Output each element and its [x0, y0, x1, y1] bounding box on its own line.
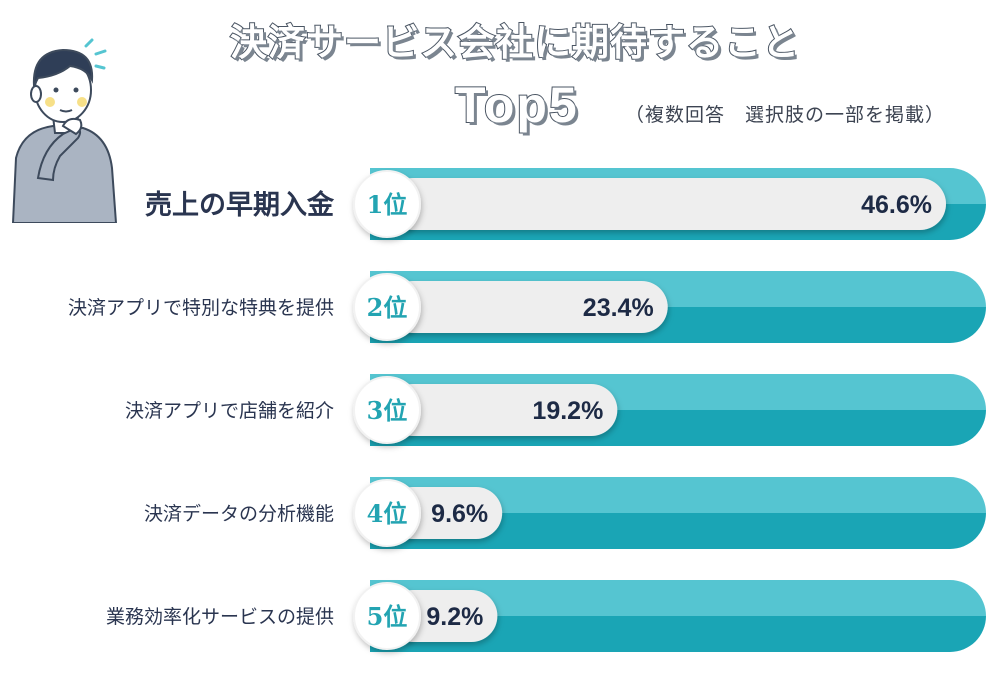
chart-note: （複数回答 選択肢の一部を掲載） [625, 104, 946, 126]
rank-circle [353, 273, 421, 341]
rank-label: 4位 [367, 499, 408, 528]
rank-circle [353, 170, 421, 238]
track-upper [370, 477, 986, 513]
rank-label: 2位 [367, 293, 408, 322]
track-lower [370, 513, 986, 549]
category-label: 決済アプリで特別な特典を提供 [68, 297, 334, 319]
thinking-person-illustration [11, 38, 118, 223]
value-label: 19.2% [532, 397, 603, 425]
rank-label: 3位 [367, 396, 408, 425]
value-label: 46.6% [861, 191, 932, 219]
rank-circle [353, 582, 421, 650]
value-bar [387, 281, 668, 333]
value-label: 23.4% [583, 294, 654, 322]
track-upper [370, 580, 986, 616]
chart-subtitle: Top5 [454, 76, 579, 134]
rank-label: 1位 [367, 190, 408, 219]
value-bar [387, 384, 618, 436]
category-label: 決済アプリで店舗を紹介 [125, 400, 334, 422]
track-lower [370, 616, 986, 652]
chart-title: 決済サービス会社に期待すること [229, 20, 800, 65]
category-label: 売上の早期入金 [145, 189, 335, 221]
category-label: 決済データの分析機能 [144, 503, 334, 525]
value-bar [387, 178, 946, 230]
rank-circle [353, 376, 421, 444]
value-label: 9.6% [431, 500, 488, 528]
category-label: 業務効率化サービスの提供 [106, 606, 334, 628]
value-label: 9.2% [426, 603, 483, 631]
rank-circle [353, 479, 421, 547]
rank-label: 5位 [367, 602, 408, 631]
